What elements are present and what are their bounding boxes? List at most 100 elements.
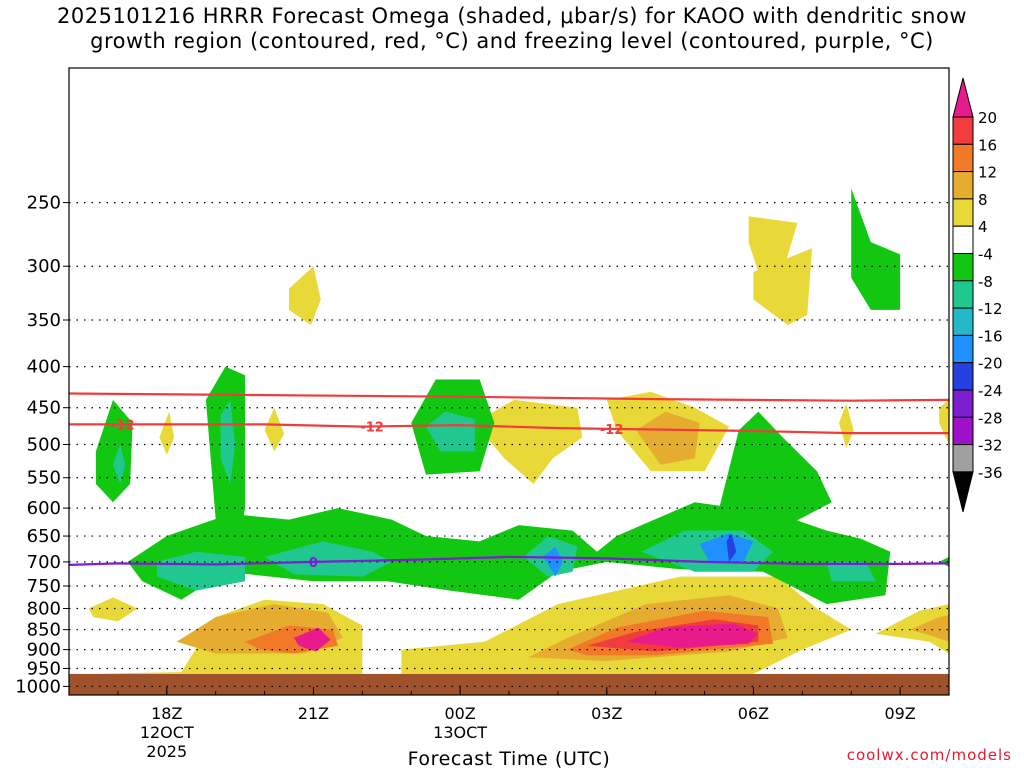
y-tick-label: 950 (27, 658, 61, 679)
y-tick-label: 350 (27, 310, 61, 331)
x-tick-sublabel: 2025 (146, 742, 187, 761)
y-tick-label: 250 (27, 193, 61, 214)
colorbar-label: -8 (978, 273, 993, 291)
colorbar-label: -20 (978, 355, 1003, 373)
contour-label: 0 (309, 556, 318, 571)
x-tick-sublabel: 12OCT (140, 723, 194, 742)
omega-region-25 (719, 411, 832, 531)
chart-title: 2025101216 HRRR Forecast Omega (shaded, … (0, 4, 1024, 54)
omega-region-11 (626, 623, 759, 648)
pressure-axis: 2503003504004505005506006507007508008509… (15, 193, 69, 697)
contour-lines: -12 -12 -12 0 (69, 392, 949, 571)
x-tick-label: 06Z (738, 704, 769, 723)
freezing-level-contour (69, 555, 949, 566)
omega-region-31 (425, 411, 475, 452)
omega-shading (88, 188, 949, 674)
chart-title-line-2: growth region (contoured, red, °C) and f… (90, 29, 934, 53)
colorbar-legend: 20 16 12 8 4 -4 -8 -12 -16 -20 -24 -28 -32 -36 (952, 77, 1003, 513)
x-tick-label: 00Z (444, 704, 475, 723)
colorbar-label: 8 (978, 191, 988, 209)
chart-title-line-1: 2025101216 HRRR Forecast Omega (shaded, … (57, 4, 967, 28)
colorbar-label: -36 (978, 464, 1003, 482)
y-tick-label: 850 (27, 620, 61, 641)
colorbar-box-10 (952, 362, 974, 391)
colorbar-box-9 (952, 334, 974, 364)
y-tick-label: 650 (27, 526, 61, 547)
colorbar-box-8 (952, 307, 974, 336)
colorbar-label: 16 (978, 136, 997, 154)
y-tick-label: 750 (27, 576, 61, 597)
omega-region-14 (753, 248, 813, 325)
omega-region-21 (636, 411, 700, 465)
colorbar-box-13 (952, 444, 974, 473)
colorbar-label: -12 (978, 300, 1003, 318)
contour-label: -12 (360, 420, 384, 435)
omega-region-26 (851, 188, 901, 310)
contour-label: -12 (111, 418, 135, 433)
plot-frame (68, 67, 950, 696)
omega-region-30 (220, 399, 236, 484)
omega-region-39 (543, 546, 563, 577)
omega-region-20 (839, 403, 854, 448)
dendritic-contour-1 (69, 423, 949, 435)
colorbar-box-12 (952, 416, 974, 446)
below-ground-area (69, 673, 949, 695)
x-tick-label: 03Z (591, 704, 622, 723)
omega-region-38 (726, 533, 737, 562)
omega-region-15 (159, 411, 175, 455)
colorbar-label: 4 (978, 218, 988, 236)
omega-region-36 (826, 561, 876, 582)
y-tick-label: 400 (27, 357, 61, 378)
colorbar-box-1 (952, 116, 974, 145)
colorbar-box-4 (952, 198, 974, 227)
x-axis-label: Forecast Time (UTC) (408, 748, 611, 768)
omega-region-22 (95, 399, 133, 503)
omega-region-27 (127, 502, 891, 605)
colorbar-box-7 (952, 280, 974, 309)
colorbar-box-5 (952, 225, 974, 254)
y-tick-label: 300 (27, 256, 61, 277)
omega-region-37 (699, 533, 754, 562)
x-tick-label: 09Z (884, 704, 915, 723)
colorbar-top-arrow (952, 77, 974, 118)
y-tick-label: 800 (27, 599, 61, 620)
omega-region-32 (157, 551, 245, 591)
omega-region-29 (113, 444, 126, 484)
contour-label: -12 (600, 423, 624, 438)
y-tick-label: 1000 (15, 676, 61, 697)
omega-region-18 (474, 399, 583, 484)
omega-region-6 (909, 615, 949, 642)
colorbar-label: 20 (978, 109, 997, 127)
x-tick-label: 18Z (151, 704, 182, 723)
y-tick-label: 900 (27, 640, 61, 661)
site-credit: coolwx.com/models (846, 746, 1012, 764)
colorbar-box-11 (952, 389, 974, 418)
y-tick-label: 450 (27, 398, 61, 419)
y-tick-label: 600 (27, 498, 61, 519)
y-tick-label: 700 (27, 552, 61, 573)
ground-band (69, 673, 949, 695)
colorbar-label: -24 (978, 382, 1003, 400)
colorbar-box-3 (952, 171, 974, 200)
omega-region-16 (264, 407, 285, 452)
omega-region-3 (88, 597, 138, 622)
omega-region-33 (264, 541, 392, 577)
colorbar-label: -4 (978, 246, 993, 264)
colorbar-label: -16 (978, 327, 1003, 345)
colorbar-label: 12 (978, 164, 997, 182)
omega-region-13 (748, 216, 798, 272)
colorbar-bottom-arrow (952, 471, 974, 513)
colorbar-box-2 (952, 143, 974, 173)
omega-region-12 (289, 266, 321, 325)
x-tick-sublabel: 13OCT (433, 723, 487, 742)
y-tick-label: 550 (27, 468, 61, 489)
colorbar-label: -28 (978, 409, 1003, 427)
dendritic-contour-0 (69, 392, 949, 402)
y-tick-label: 500 (27, 434, 61, 455)
colorbar-box-6 (952, 253, 974, 282)
colorbar-label: -32 (978, 437, 1003, 455)
omega-region-19 (939, 399, 949, 445)
omega-region-10 (293, 627, 331, 652)
